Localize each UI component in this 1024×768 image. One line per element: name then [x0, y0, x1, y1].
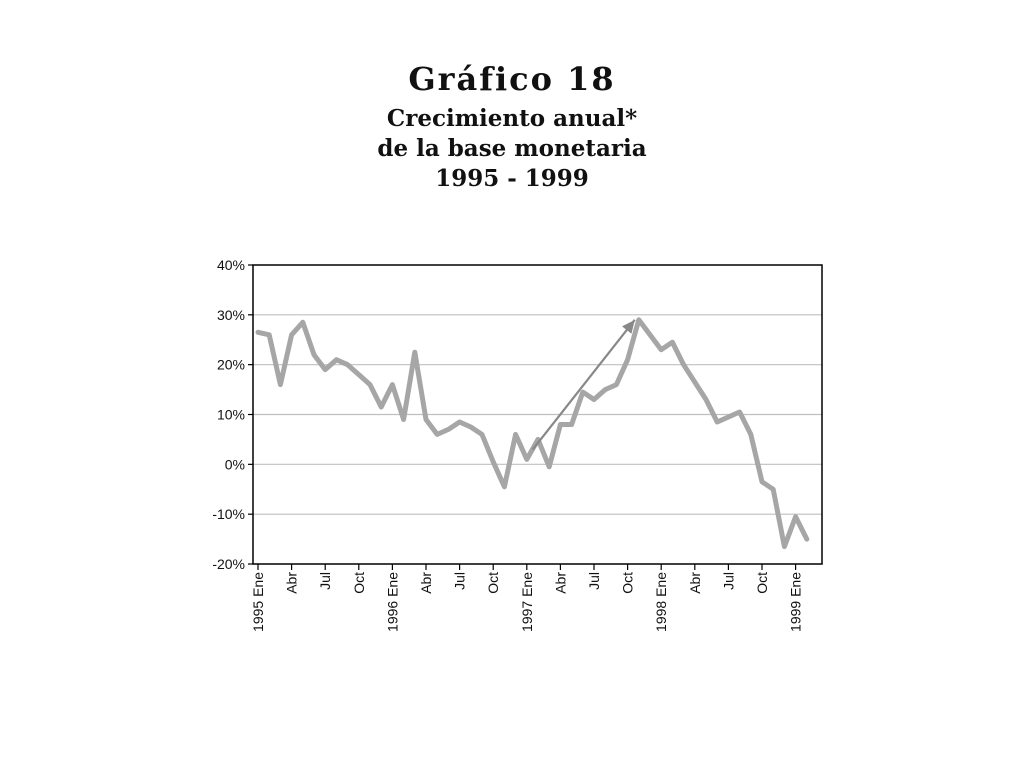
- chart-title-block: Gráfico 18 Crecimiento anual* de la base…: [0, 60, 1024, 194]
- x-tick-label: 1996 Ene: [384, 572, 400, 632]
- y-tick-label: 30%: [217, 307, 245, 323]
- y-axis-ticks: -20% -10% 0% 10% 20% 30% 40%: [212, 257, 253, 572]
- x-tick-label: Abr: [552, 572, 568, 594]
- annotation-layer: [531, 319, 636, 451]
- trend-arrow-line: [531, 319, 636, 451]
- y-tick-label: -20%: [212, 556, 245, 572]
- x-tick-label: 1995 Ene: [250, 572, 266, 632]
- x-tick-label: Jul: [720, 572, 736, 590]
- chart-subtitle-line-2: de la base monetaria: [377, 135, 647, 162]
- x-tick-label: Abr: [418, 572, 434, 594]
- x-tick-label: Abr: [687, 572, 703, 594]
- chart-title: Gráfico 18: [408, 60, 616, 98]
- x-tick-label: Abr: [284, 572, 300, 594]
- x-tick-label: Jul: [317, 572, 333, 590]
- y-tick-label: 20%: [217, 357, 245, 373]
- trend-arrow-head: [622, 319, 635, 334]
- x-tick-label: 1998 Ene: [653, 572, 669, 632]
- x-tick-label: Jul: [452, 572, 468, 590]
- series-line: [255, 317, 810, 550]
- x-tick-label: Oct: [620, 572, 636, 594]
- series-layer: [255, 317, 810, 550]
- y-tick-label: 0%: [225, 456, 245, 472]
- x-axis-ticks: 1995 Ene Abr Jul Oct 1996 Ene Abr Jul Oct 1997 E…: [250, 564, 804, 632]
- chart-subtitle-line-1: Crecimiento anual*: [386, 105, 638, 132]
- y-tick-label: 10%: [217, 407, 245, 423]
- x-tick-label: Oct: [485, 572, 501, 594]
- x-tick-label: Oct: [351, 572, 367, 594]
- x-tick-label: Jul: [586, 572, 602, 590]
- gridlines: [253, 314, 822, 515]
- x-tick-label: Oct: [754, 572, 770, 594]
- x-tick-label: 1997 Ene: [519, 572, 535, 632]
- y-tick-label: -10%: [212, 506, 245, 522]
- x-tick-label: 1999 Ene: [788, 572, 804, 632]
- chart-subtitle-line-3: 1995 - 1999: [435, 165, 589, 192]
- y-tick-label: 40%: [217, 257, 245, 273]
